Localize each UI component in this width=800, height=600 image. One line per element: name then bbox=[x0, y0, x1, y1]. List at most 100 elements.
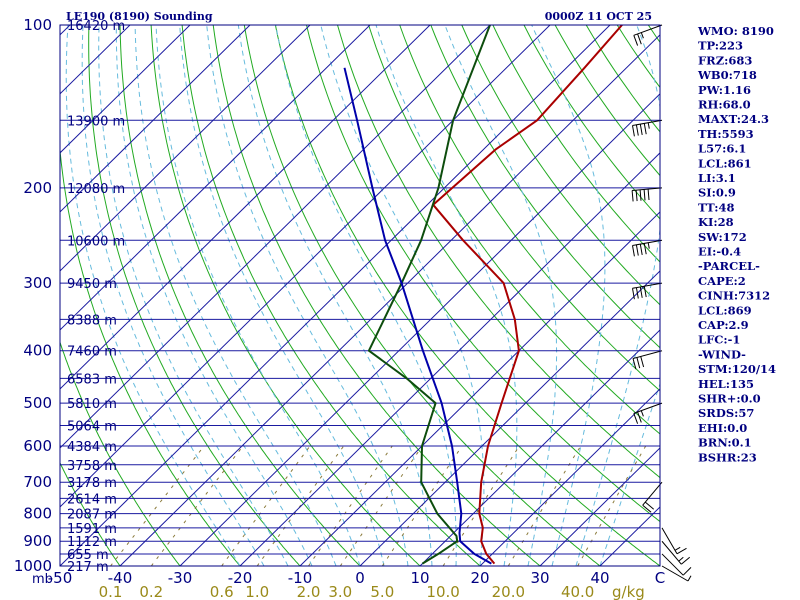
moist-adiabat bbox=[115, 25, 313, 566]
isotherm bbox=[419, 329, 660, 566]
dry-adiabat bbox=[150, 25, 421, 566]
isotherm bbox=[60, 25, 551, 508]
height-label: 3178 m bbox=[67, 476, 117, 491]
wind-barb-flag bbox=[676, 547, 687, 555]
dry-adiabat bbox=[60, 145, 241, 566]
wind-barb-staff bbox=[642, 481, 663, 506]
height-label: 16420 m bbox=[67, 19, 125, 34]
mixing-ratio-label: 0.1 bbox=[99, 583, 123, 600]
height-label: 1591 m bbox=[67, 522, 117, 537]
wind-barb-flag bbox=[644, 501, 655, 510]
index-item: TP:223 bbox=[698, 39, 743, 53]
isotherm bbox=[299, 211, 660, 566]
mixing-ratio-line bbox=[381, 445, 463, 566]
height-label: 655 m bbox=[67, 548, 109, 563]
wind-barb-staff bbox=[661, 540, 682, 565]
wind-barb-flag bbox=[643, 286, 647, 298]
index-item: SHR+:0.0 bbox=[698, 392, 761, 406]
dry-adiabat bbox=[794, 13, 800, 578]
index-item: BRN:0.1 bbox=[698, 436, 752, 450]
height-label: 10600 m bbox=[67, 234, 125, 249]
isotherm bbox=[479, 388, 660, 566]
temperature-tick-label: -50 bbox=[48, 569, 73, 587]
height-label: 1112 m bbox=[67, 535, 117, 550]
height-label: 3758 m bbox=[67, 459, 117, 474]
wind-barb-flag bbox=[639, 189, 642, 201]
wind-barb-staff bbox=[632, 350, 663, 359]
wind-barb-staff bbox=[632, 187, 663, 191]
height-label: 8388 m bbox=[67, 313, 117, 328]
index-item: FRZ:683 bbox=[698, 53, 752, 67]
dry-adiabat bbox=[461, 25, 660, 306]
temperature-tick-label: 0 bbox=[355, 569, 365, 587]
index-item: CAPE:2 bbox=[698, 274, 746, 288]
wind-barb-staff bbox=[632, 239, 663, 246]
dry-adiabat bbox=[60, 340, 181, 566]
wind-barb-flag bbox=[680, 556, 691, 565]
dry-adiabat bbox=[274, 25, 660, 566]
wind-barb-half-flag bbox=[687, 575, 692, 582]
mixing-ratio-label: 10.0 bbox=[426, 583, 459, 600]
index-item: STM:120/14 bbox=[698, 362, 776, 376]
chart-time: 0000Z 11 OCT 25 bbox=[545, 10, 652, 23]
wind-barb-half-flag bbox=[647, 122, 650, 129]
mixing-ratio-line bbox=[339, 445, 423, 566]
index-item: RH:68.0 bbox=[698, 98, 751, 112]
pressure-tick-label: 500 bbox=[23, 394, 52, 412]
index-item: WB0:718 bbox=[697, 68, 757, 82]
height-label: 6583 m bbox=[67, 372, 117, 387]
pressure-tick-label: 400 bbox=[23, 342, 52, 360]
dry-adiabat bbox=[399, 25, 660, 392]
pressure-tick-label: 600 bbox=[23, 437, 52, 455]
temperature-tick-label: 20 bbox=[470, 569, 489, 587]
index-item: TT:48 bbox=[698, 200, 735, 214]
pressure-unit: mb bbox=[32, 572, 53, 587]
index-item: CINH:7312 bbox=[698, 289, 770, 303]
wind-barb-flag bbox=[631, 190, 634, 202]
wind-barb-flag bbox=[635, 244, 639, 256]
isotherm bbox=[60, 25, 431, 390]
mixing-ratio-label: 1.0 bbox=[245, 583, 269, 600]
dry-adiabat bbox=[336, 25, 660, 479]
mixing-ratio-label: 0.6 bbox=[210, 583, 234, 600]
index-item: LCL:861 bbox=[698, 156, 752, 170]
temperature-tick-label: -40 bbox=[108, 569, 133, 587]
wind-barb-staff bbox=[633, 402, 663, 414]
wind-barb-flag bbox=[643, 123, 647, 135]
index-item: SI:0.9 bbox=[698, 186, 736, 200]
index-item: EHI:0.0 bbox=[698, 421, 747, 435]
wind-barb-layer bbox=[631, 24, 692, 582]
mixing-ratio-label: 40.0 bbox=[561, 583, 594, 600]
dry-adiabat bbox=[181, 25, 481, 566]
wind-barb-flag bbox=[635, 190, 638, 202]
temperature-tick-label: -10 bbox=[288, 569, 313, 587]
wind-barb-half-flag bbox=[640, 410, 644, 417]
wind-barb-flag bbox=[643, 189, 646, 201]
index-item: WMO: 8190 bbox=[697, 24, 774, 38]
temperature-line bbox=[432, 25, 623, 565]
temperature-tick-label: 30 bbox=[530, 569, 549, 587]
wind-barb-half-flag bbox=[647, 242, 650, 249]
moist-adiabat bbox=[444, 25, 558, 566]
mixing-ratio-label: 2.0 bbox=[297, 583, 321, 600]
mixing-ratio-label: 5.0 bbox=[370, 583, 394, 600]
height-label: 5064 m bbox=[67, 420, 117, 435]
dry-adiabat bbox=[60, 461, 121, 566]
temperature-tick-label: C bbox=[655, 569, 665, 587]
pressure-tick-label: 200 bbox=[23, 179, 52, 197]
wind-barb-flag bbox=[639, 286, 643, 298]
plot-frame bbox=[59, 24, 661, 567]
wind-barb-flag bbox=[642, 504, 652, 513]
height-label: 217 m bbox=[67, 560, 109, 575]
pressure-tick-label: 800 bbox=[23, 505, 52, 523]
dewpoint-line bbox=[367, 25, 491, 565]
mixing-ratio-line bbox=[442, 445, 520, 566]
pressure-tick-label: 300 bbox=[23, 274, 52, 292]
dry-adiabat bbox=[368, 25, 660, 435]
dry-adiabat bbox=[430, 25, 660, 349]
index-item: SW:172 bbox=[698, 230, 747, 244]
temperature-tick-label: 10 bbox=[410, 569, 429, 587]
dry-adiabat bbox=[243, 25, 601, 566]
index-item: CAP:2.9 bbox=[698, 318, 749, 332]
